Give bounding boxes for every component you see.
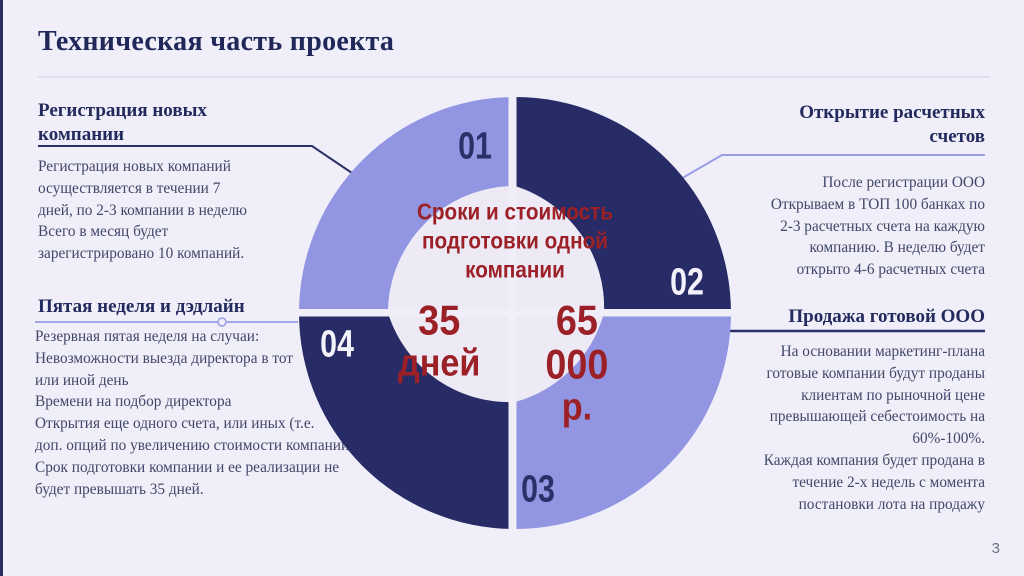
- donut-diagram: 01 02 03 04 Сроки и стоимость подготовки…: [299, 97, 731, 529]
- block-sale: Продажа готовой ООО: [700, 305, 985, 329]
- donut-segment-02: [515, 97, 731, 313]
- block-sale-body-wrap: На основании маркетинг-плана готовые ком…: [645, 341, 985, 515]
- donut-gap-right: [515, 309, 731, 317]
- donut-segment-04: [299, 313, 515, 529]
- segment-label-03: 03: [521, 468, 555, 511]
- block-fifth-week-body: Резервная пятая неделя на случаи: Невозм…: [35, 328, 350, 498]
- donut-center-title: Сроки и стоимость подготовки одной компа…: [416, 198, 614, 283]
- segment-label-02: 02: [670, 261, 704, 304]
- donut-segment-01: [299, 97, 515, 313]
- segment-label-01: 01: [458, 125, 492, 168]
- stat-duration-value: 35: [418, 296, 461, 344]
- block-registration: Регистрация новых компании: [38, 99, 298, 147]
- block-accounts: Открытие расчетных счетов: [700, 101, 985, 149]
- block-sale-body: На основании маркетинг-плана готовые ком…: [763, 343, 985, 513]
- stat-price-unit: р.: [561, 386, 593, 429]
- block-registration-body: Регистрация новых компаний осуществляетс…: [38, 158, 247, 263]
- stat-price: 65 000 р.: [522, 296, 632, 429]
- donut-segment-03: [515, 313, 731, 529]
- block-fifth-week-heading: Пятая неделя и дэдлайн: [38, 296, 245, 317]
- page-number: 3: [991, 540, 1000, 557]
- donut-gap-left: [299, 309, 515, 317]
- block-registration-heading: Регистрация новых компании: [38, 100, 207, 145]
- donut-gap-bottom: [508, 313, 517, 529]
- block-registration-body-wrap: Регистрация новых компаний осуществляетс…: [38, 156, 247, 265]
- line-node-circle: [217, 317, 227, 327]
- donut-gap-top: [508, 97, 517, 313]
- donut-center-content: Сроки и стоимость подготовки одной компа…: [398, 198, 632, 429]
- stat-duration-unit: дней: [398, 342, 481, 385]
- stat-duration: 35 дней: [398, 296, 481, 429]
- page-title: Техническая часть проекта: [38, 26, 395, 57]
- donut-chart-svg: [299, 97, 731, 529]
- stat-price-value: 65 000: [545, 296, 609, 388]
- block-fifth-week-body-wrap: Резервная пятая неделя на случаи: Невозм…: [35, 326, 349, 500]
- segment-label-04: 04: [320, 323, 354, 366]
- block-fifth-week: Пятая неделя и дэдлайн: [38, 295, 245, 319]
- block-sale-heading: Продажа готовой ООО: [788, 306, 985, 327]
- left-edge-bar: [0, 0, 3, 576]
- connector-top-left: [38, 145, 353, 174]
- block-accounts-body-wrap: После регистрации ООО Открываем в ТОП 10…: [660, 172, 985, 281]
- block-accounts-heading: Открытие расчетных счетов: [799, 102, 985, 147]
- connector-top-right: [666, 154, 985, 188]
- block-accounts-body: После регистрации ООО Открываем в ТОП 10…: [770, 174, 985, 279]
- stats-row: 35 дней 65 000 р.: [398, 296, 632, 429]
